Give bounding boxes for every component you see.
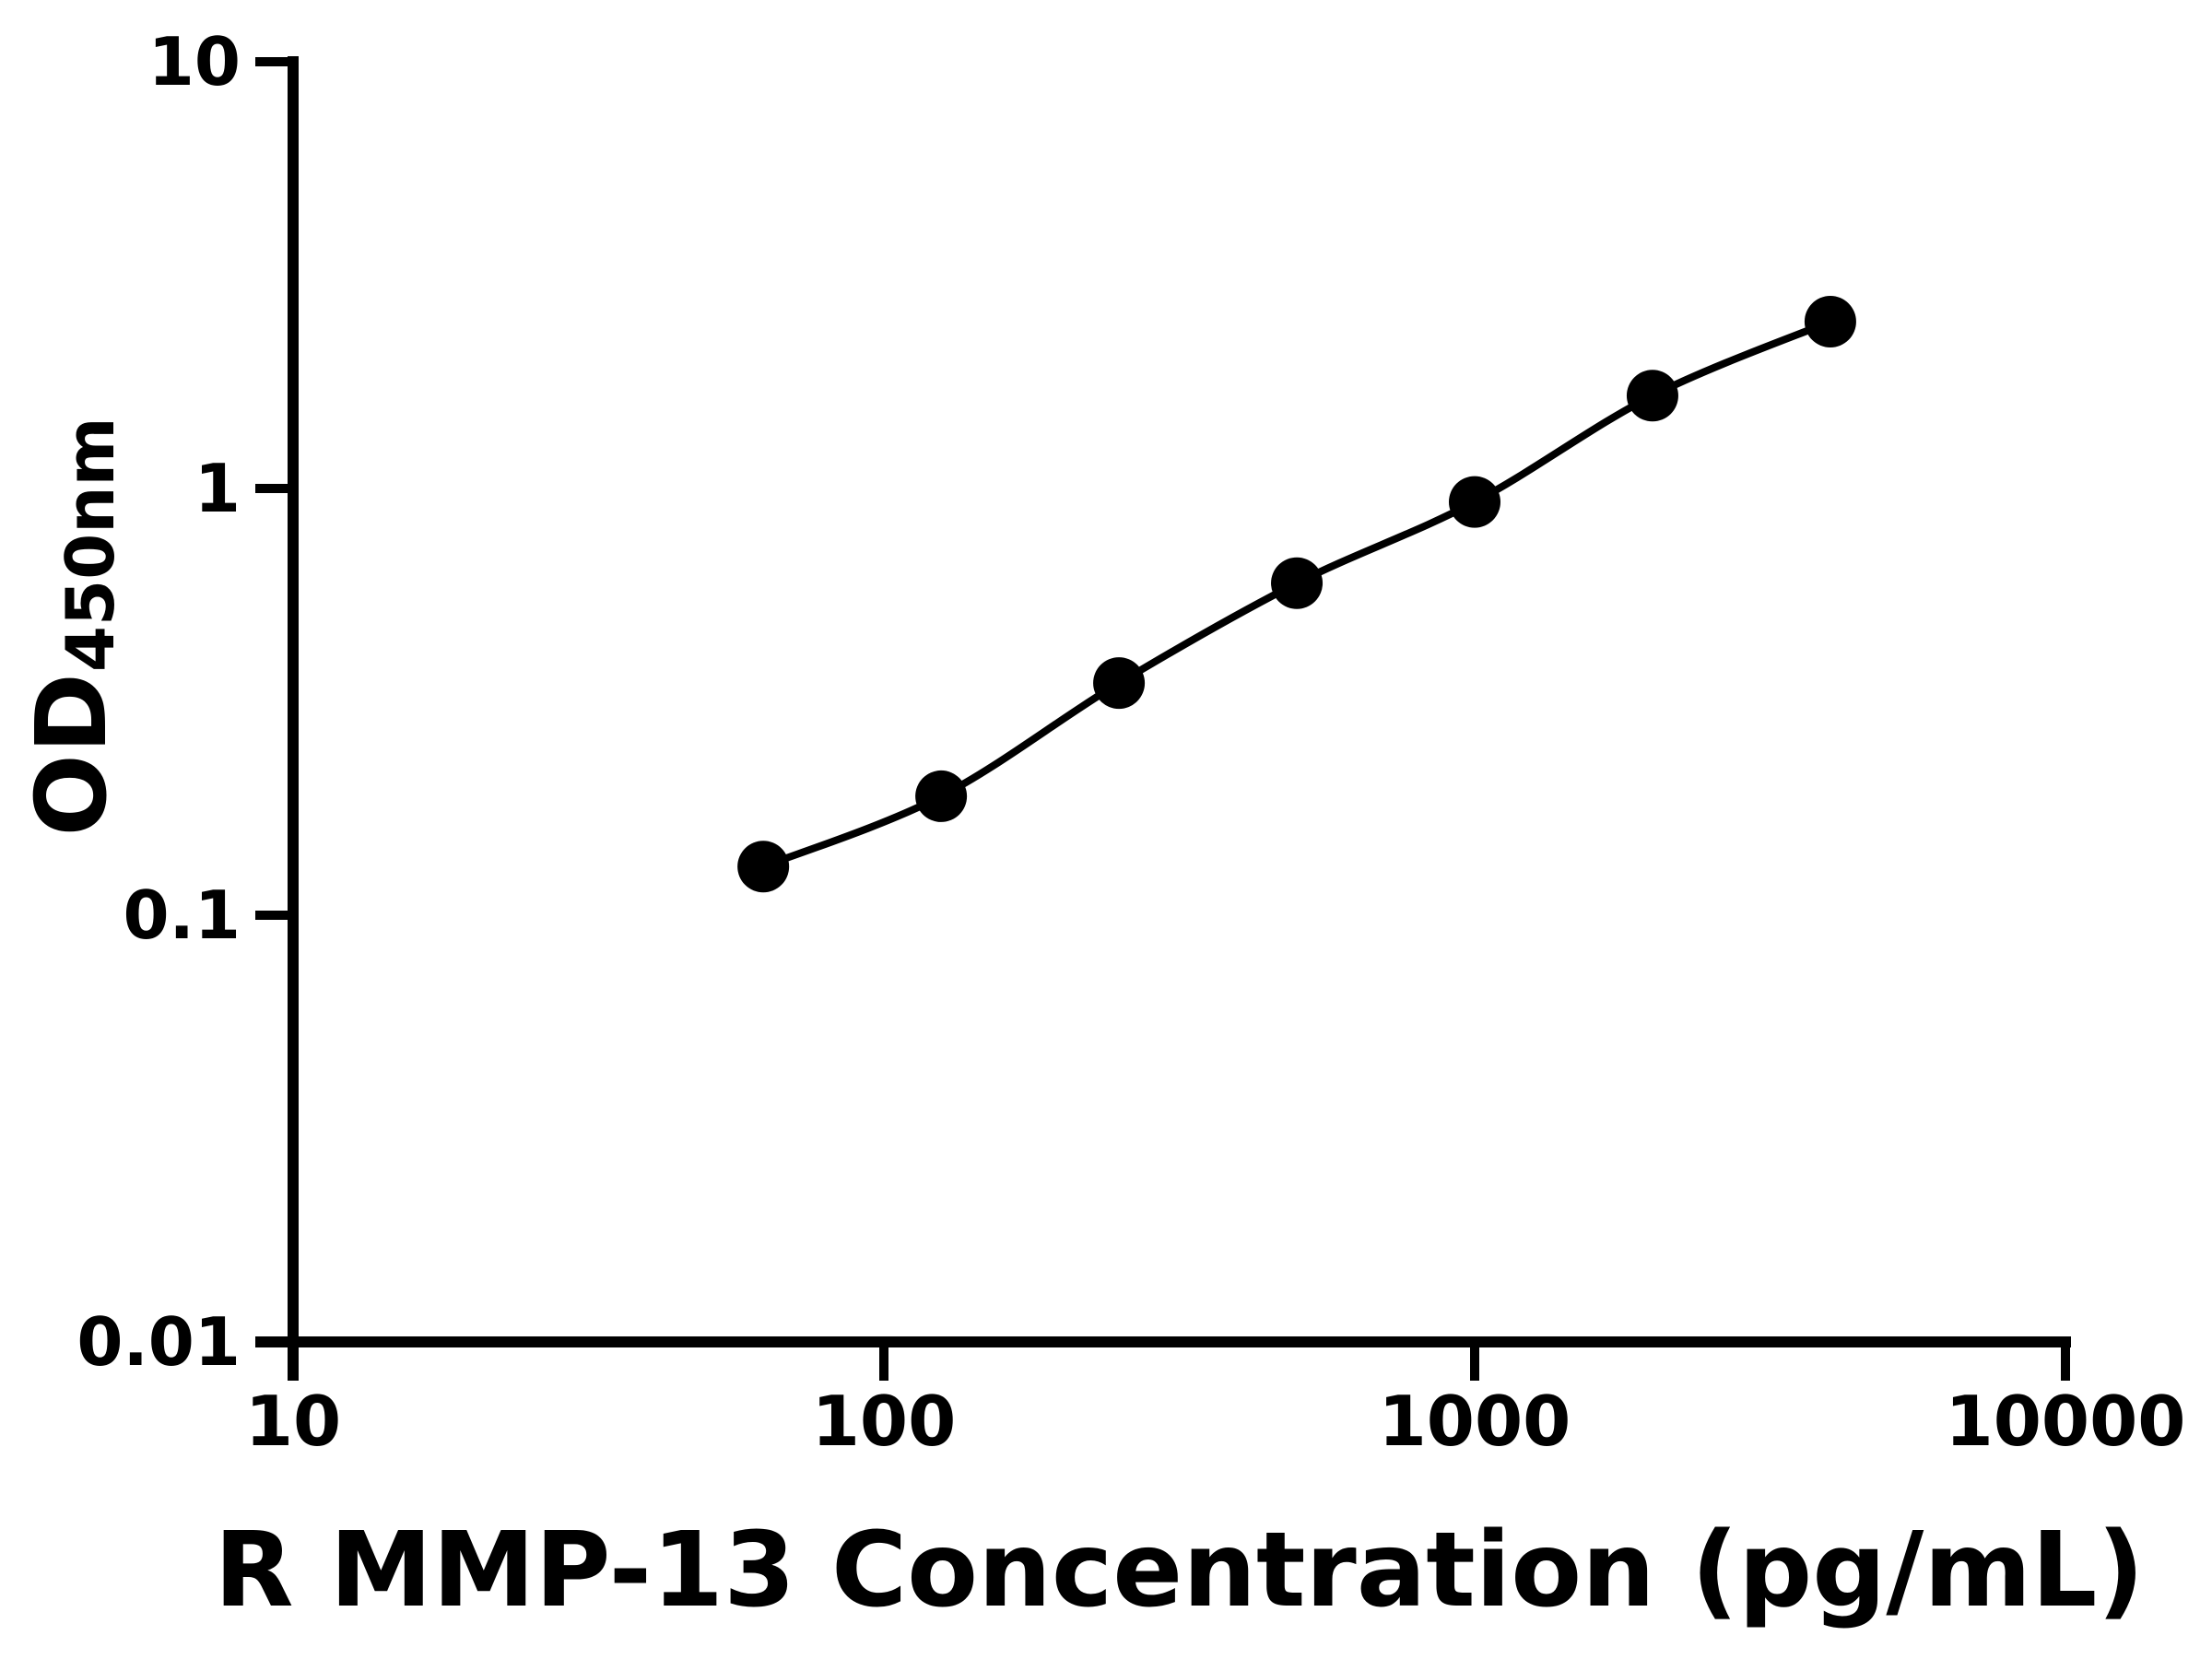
x-axis-title: R MMP-13 Concentration (pg/mL) bbox=[214, 1511, 2144, 1630]
y-axis-title-main: OD bbox=[16, 672, 129, 837]
data-point bbox=[1449, 476, 1500, 528]
y-axis-title-subscript: 450nm bbox=[51, 417, 129, 673]
y-axis-tick-label: 10 bbox=[148, 23, 241, 100]
x-axis-tick-label: 10000 bbox=[1946, 1381, 2186, 1462]
x-axis-tick-label: 100 bbox=[812, 1381, 957, 1462]
data-point bbox=[1626, 370, 1678, 422]
x-axis-tick-label: 10 bbox=[245, 1381, 341, 1462]
y-axis-tick-label: 1 bbox=[194, 450, 241, 527]
data-point bbox=[1271, 557, 1324, 609]
y-axis-title: OD450nm bbox=[16, 418, 129, 837]
data-point bbox=[915, 770, 968, 822]
x-axis-tick-label: 1000 bbox=[1379, 1381, 1571, 1462]
y-axis-tick-label: 0.01 bbox=[76, 1303, 241, 1381]
data-point bbox=[1804, 295, 1856, 347]
data-point bbox=[737, 841, 790, 893]
y-axis-tick-label: 0.1 bbox=[123, 877, 241, 954]
data-point bbox=[1093, 657, 1146, 710]
